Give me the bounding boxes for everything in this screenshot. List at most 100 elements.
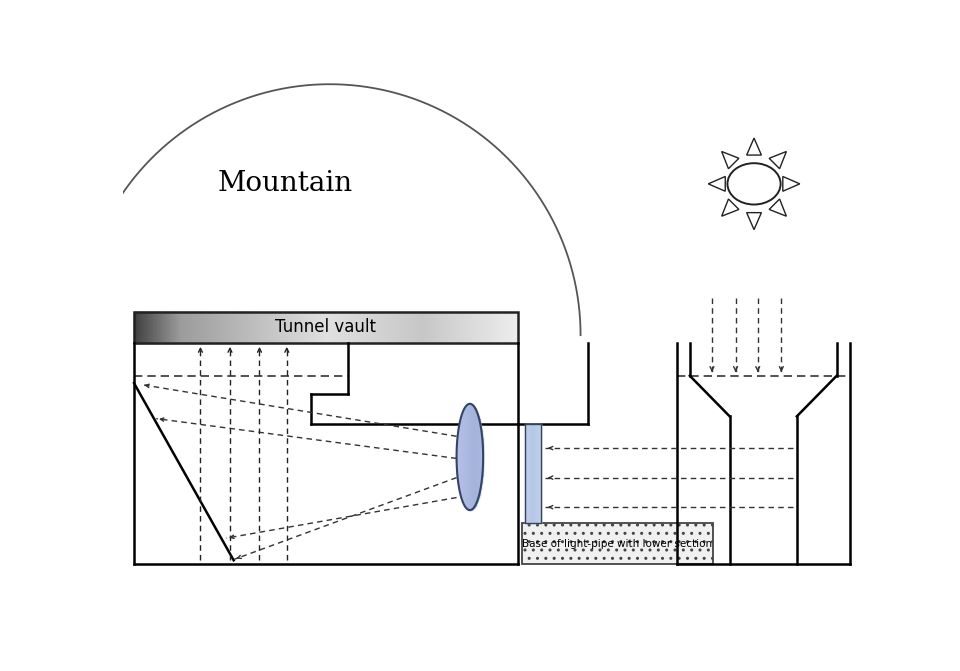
Bar xyxy=(332,311,334,342)
Bar xyxy=(147,311,149,342)
Bar xyxy=(471,311,473,342)
Bar xyxy=(182,311,184,342)
Bar xyxy=(267,311,269,342)
Bar xyxy=(188,311,189,342)
Bar xyxy=(414,311,416,342)
Bar xyxy=(521,523,713,564)
Bar xyxy=(232,311,234,342)
Bar xyxy=(424,311,426,342)
Bar xyxy=(348,311,349,342)
Bar xyxy=(257,311,258,342)
Bar xyxy=(144,311,146,342)
Bar xyxy=(150,311,151,342)
Bar xyxy=(381,311,383,342)
Bar xyxy=(455,311,457,342)
Bar xyxy=(440,311,442,342)
Bar xyxy=(482,311,484,342)
Bar xyxy=(372,311,373,342)
Bar xyxy=(252,311,253,342)
Bar xyxy=(146,311,147,342)
Bar xyxy=(304,311,306,342)
Bar xyxy=(487,311,489,342)
Polygon shape xyxy=(769,152,786,168)
Bar xyxy=(512,311,513,342)
Bar xyxy=(142,311,143,342)
Bar xyxy=(158,311,160,342)
Bar xyxy=(240,311,242,342)
Bar xyxy=(161,311,162,342)
Bar xyxy=(334,311,335,342)
Bar xyxy=(462,311,463,342)
Bar xyxy=(163,311,165,342)
Bar xyxy=(255,311,257,342)
Bar xyxy=(204,311,206,342)
Bar xyxy=(296,311,297,342)
Bar xyxy=(243,311,245,342)
Bar xyxy=(490,311,492,342)
Bar xyxy=(459,311,461,342)
Bar xyxy=(363,311,365,342)
Bar xyxy=(413,311,415,342)
Bar xyxy=(510,311,512,342)
Bar xyxy=(420,311,421,342)
Bar xyxy=(475,311,477,342)
Bar xyxy=(478,311,480,342)
Bar xyxy=(435,311,437,342)
Bar xyxy=(198,311,200,342)
Bar xyxy=(481,311,482,342)
Bar xyxy=(401,311,403,342)
Bar xyxy=(313,311,315,342)
Bar xyxy=(167,311,169,342)
Bar xyxy=(345,311,347,342)
Bar xyxy=(294,311,296,342)
Bar xyxy=(396,311,398,342)
Bar xyxy=(159,311,161,342)
Bar xyxy=(271,311,273,342)
Bar xyxy=(254,311,256,342)
Bar xyxy=(454,311,455,342)
Bar xyxy=(262,311,264,342)
Bar xyxy=(242,311,243,342)
Bar xyxy=(175,311,177,342)
Bar xyxy=(205,311,207,342)
Bar xyxy=(284,311,285,342)
Bar xyxy=(185,311,187,342)
Bar xyxy=(224,311,226,342)
Bar xyxy=(290,311,292,342)
Bar xyxy=(378,311,380,342)
Bar xyxy=(155,311,156,342)
Bar xyxy=(265,311,266,342)
Bar xyxy=(450,311,451,342)
Bar xyxy=(441,311,443,342)
Bar xyxy=(220,311,222,342)
Bar xyxy=(263,311,265,342)
Bar xyxy=(516,311,518,342)
Bar xyxy=(393,311,395,342)
Bar xyxy=(301,311,303,342)
Bar xyxy=(398,311,400,342)
Bar xyxy=(343,311,345,342)
Bar xyxy=(140,311,142,342)
Bar xyxy=(143,311,145,342)
Ellipse shape xyxy=(728,163,780,205)
Bar xyxy=(320,311,322,342)
Polygon shape xyxy=(782,176,800,191)
Bar xyxy=(193,311,195,342)
Bar xyxy=(335,311,337,342)
Bar xyxy=(177,311,178,342)
Polygon shape xyxy=(722,199,739,216)
Bar xyxy=(194,311,196,342)
Bar xyxy=(470,311,472,342)
Polygon shape xyxy=(747,213,761,229)
Bar xyxy=(486,311,488,342)
Bar xyxy=(300,311,302,342)
Bar xyxy=(152,311,154,342)
Bar xyxy=(368,311,370,342)
Bar xyxy=(285,311,287,342)
Bar xyxy=(275,311,276,342)
Bar xyxy=(420,311,422,342)
Bar xyxy=(473,311,474,342)
Bar xyxy=(148,311,150,342)
Bar xyxy=(317,311,319,342)
Bar xyxy=(497,311,499,342)
